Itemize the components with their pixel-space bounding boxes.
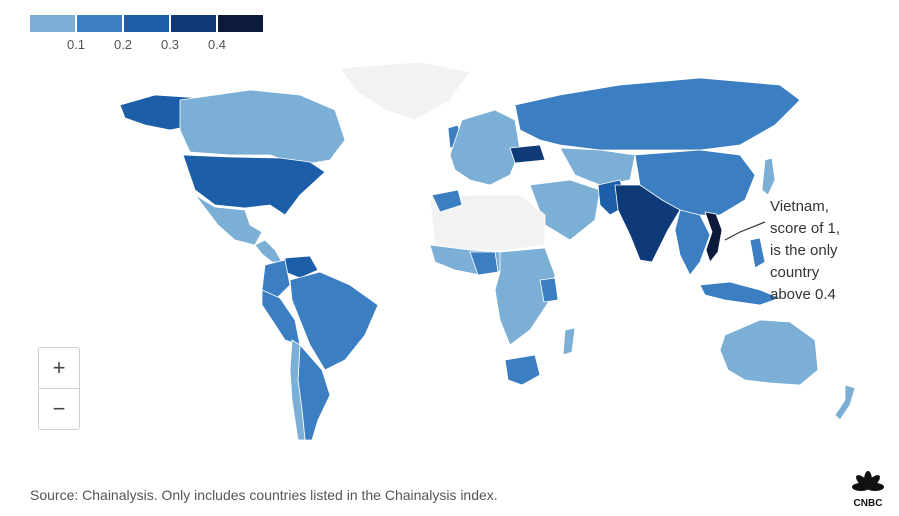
legend-tick: 0.2 bbox=[113, 37, 133, 52]
cnbc-logo: CNBC bbox=[852, 471, 884, 508]
region-central-america[interactable] bbox=[254, 239, 283, 263]
region-central-asia[interactable] bbox=[559, 147, 636, 186]
legend-color-bar bbox=[30, 15, 265, 32]
legend-swatch-5 bbox=[218, 15, 263, 32]
region-nigeria[interactable] bbox=[469, 251, 499, 276]
world-map[interactable] bbox=[0, 55, 899, 455]
zoom-out-button[interactable]: − bbox=[39, 388, 79, 429]
region-philippines[interactable] bbox=[749, 237, 766, 269]
vietnam-annotation: Vietnam, score of 1, is the only country… bbox=[770, 196, 870, 306]
annotation-line: score of 1, bbox=[770, 220, 841, 237]
zoom-in-button[interactable]: + bbox=[52, 355, 66, 380]
region-australia[interactable] bbox=[719, 319, 819, 386]
region-kenya[interactable] bbox=[539, 277, 559, 303]
legend-swatch-2 bbox=[77, 15, 122, 32]
legend-tick: 0.4 bbox=[207, 37, 227, 52]
region-chile[interactable] bbox=[289, 339, 306, 441]
annotation-line: is the only bbox=[770, 242, 838, 259]
region-morocco[interactable] bbox=[431, 189, 463, 213]
region-madagascar[interactable] bbox=[562, 327, 576, 356]
region-greenland[interactable] bbox=[339, 61, 471, 121]
annotation-line: country bbox=[770, 264, 820, 281]
region-southeast-asia[interactable] bbox=[674, 209, 711, 276]
region-mexico[interactable] bbox=[194, 194, 263, 246]
legend-swatch-4 bbox=[171, 15, 216, 32]
region-north-africa[interactable] bbox=[429, 194, 546, 251]
region-colombia[interactable] bbox=[261, 259, 291, 301]
region-canada[interactable] bbox=[179, 89, 346, 166]
region-europe[interactable] bbox=[449, 109, 521, 186]
region-usa[interactable] bbox=[182, 154, 326, 216]
region-india[interactable] bbox=[614, 184, 681, 263]
cnbc-wordmark: CNBC bbox=[854, 498, 883, 508]
region-south-africa[interactable] bbox=[504, 354, 541, 386]
legend-tick: 0.1 bbox=[66, 37, 86, 52]
region-russia[interactable] bbox=[514, 77, 801, 151]
annotation-line: Vietnam, bbox=[770, 198, 829, 215]
legend-swatch-3 bbox=[124, 15, 169, 32]
annotation-pointer bbox=[724, 221, 766, 241]
region-central-africa[interactable] bbox=[494, 247, 556, 346]
peacock-icon bbox=[852, 471, 884, 491]
legend-tick: 0.3 bbox=[160, 37, 180, 52]
legend-ticks: 0.1 0.2 0.3 0.4 bbox=[30, 37, 265, 57]
annotation-line: above 0.4 bbox=[770, 286, 836, 303]
region-ukraine[interactable] bbox=[509, 144, 546, 164]
region-japan[interactable] bbox=[761, 157, 776, 196]
region-indonesia[interactable] bbox=[699, 281, 782, 306]
zoom-control: + − bbox=[38, 347, 80, 430]
region-new-zealand[interactable] bbox=[834, 384, 856, 421]
legend-swatch-1 bbox=[30, 15, 75, 32]
region-brazil[interactable] bbox=[289, 271, 379, 371]
source-note: Source: Chainalysis. Only includes count… bbox=[30, 487, 498, 503]
region-vietnam[interactable] bbox=[704, 211, 723, 263]
legend: 0.1 0.2 0.3 0.4 bbox=[30, 15, 265, 57]
